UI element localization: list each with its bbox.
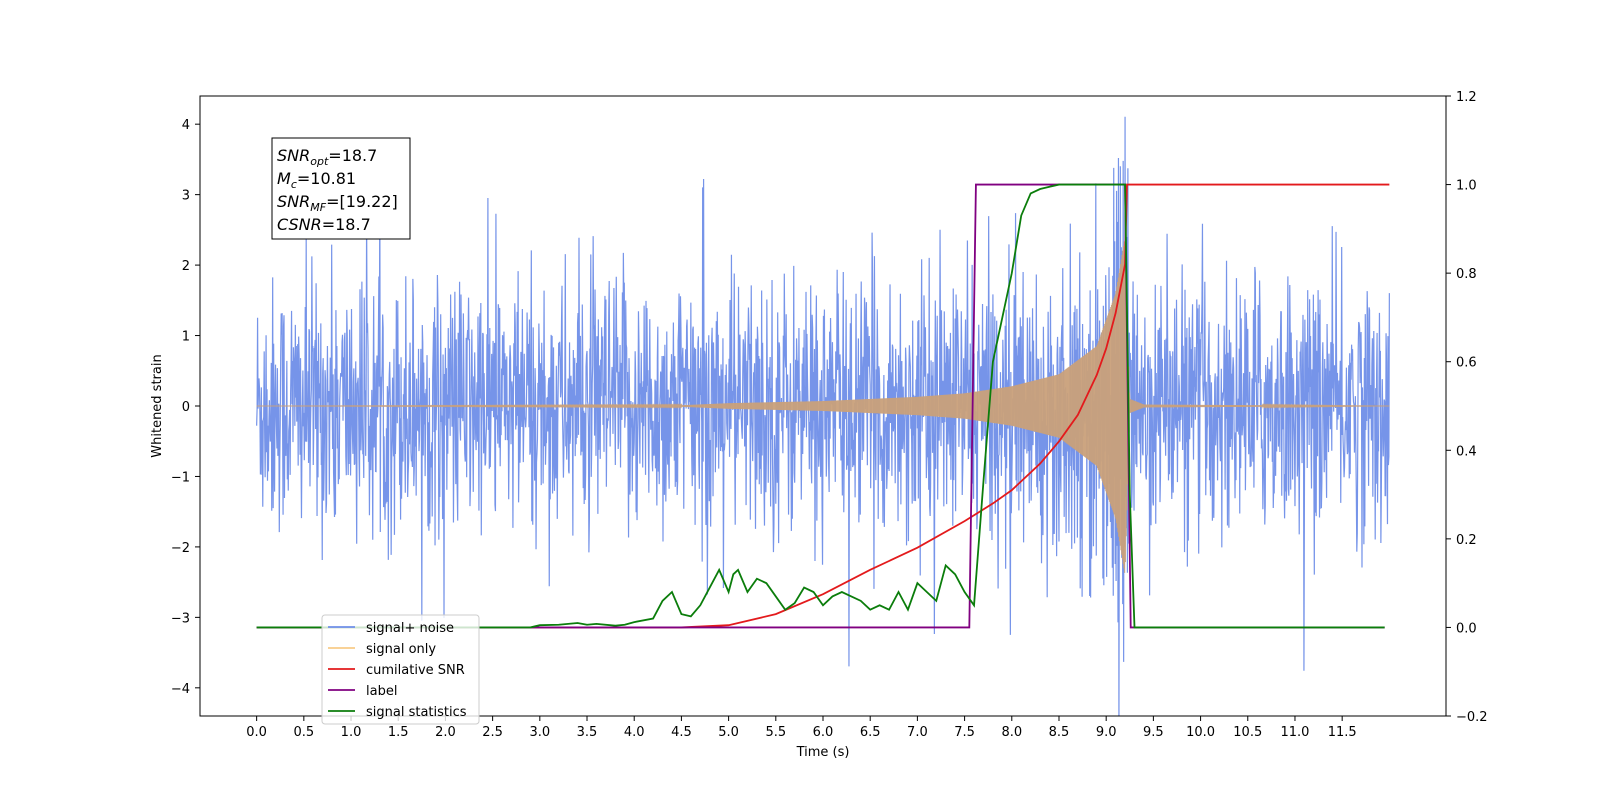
y-left-tick-label: 1 bbox=[182, 330, 190, 345]
x-axis-title: Time (s) bbox=[796, 745, 850, 760]
x-tick-label: 5.5 bbox=[765, 725, 786, 740]
legend-label: cumilative SNR bbox=[366, 663, 465, 678]
x-tick-label: 3.5 bbox=[577, 725, 598, 740]
x-tick-label: 4.5 bbox=[671, 725, 692, 740]
x-tick-label: 11.0 bbox=[1280, 725, 1309, 740]
y-left-tick-label: 4 bbox=[182, 118, 190, 133]
legend-label: signal+ noise bbox=[366, 621, 454, 636]
y-left-tick-label: −4 bbox=[171, 682, 190, 697]
annotation-line: Mc=10.81 bbox=[277, 169, 356, 191]
x-tick-label: 8.0 bbox=[1001, 725, 1022, 740]
series-signal-plus-noise-line bbox=[256, 116, 1390, 716]
y-right-tick-label: 0.8 bbox=[1456, 267, 1477, 282]
x-tick-label: 11.5 bbox=[1328, 725, 1357, 740]
x-tick-label: 9.0 bbox=[1096, 725, 1117, 740]
x-tick-label: 1.5 bbox=[388, 725, 409, 740]
y-right-tick-label: −0.2 bbox=[1456, 710, 1488, 725]
y-right-tick-label: 1.0 bbox=[1456, 179, 1477, 194]
series-cumilative-snr-line bbox=[256, 183, 1390, 629]
y-left-tick-label: 0 bbox=[182, 400, 190, 415]
stats-annotation-box: SNRopt=18.7Mc=10.81SNRMF=[19.22]CSNR=18.… bbox=[271, 137, 411, 240]
y-axis-right: 1.2 1.0 0.8 0.6 0.4 0.2 0.0 −0.2 bbox=[1446, 90, 1488, 725]
y-left-tick-label: 3 bbox=[182, 189, 190, 204]
y-right-tick-label: 0.0 bbox=[1456, 621, 1477, 636]
y-left-tick-label: 2 bbox=[182, 259, 190, 274]
x-tick-label: 8.5 bbox=[1049, 725, 1070, 740]
series-layer bbox=[256, 116, 1390, 716]
x-tick-label: 9.5 bbox=[1143, 725, 1164, 740]
legend: signal+ noise signal only cumilative SNR la… bbox=[321, 614, 480, 725]
x-tick-label: 2.0 bbox=[435, 725, 456, 740]
x-tick-label: 6.5 bbox=[860, 725, 881, 740]
series-signal-statistics-line bbox=[256, 183, 1385, 629]
annotation-line: SNRopt=18.7 bbox=[277, 146, 377, 168]
y-left-tick-label: −3 bbox=[171, 611, 190, 626]
x-tick-label: 1.0 bbox=[341, 725, 362, 740]
series-signal-only-line bbox=[256, 236, 1390, 573]
y-right-tick-label: 1.2 bbox=[1456, 90, 1477, 105]
y-axis-title-left: Whitened strain bbox=[150, 354, 165, 457]
x-tick-label: 4.0 bbox=[624, 725, 645, 740]
legend-label: signal only bbox=[366, 642, 436, 657]
x-tick-label: 0.5 bbox=[293, 725, 314, 740]
x-tick-label: 10.5 bbox=[1233, 725, 1262, 740]
legend-label: label bbox=[366, 684, 397, 699]
x-tick-label: 7.0 bbox=[907, 725, 928, 740]
y-right-tick-label: 0.2 bbox=[1456, 533, 1477, 548]
y-right-tick-label: 0.4 bbox=[1456, 444, 1477, 459]
x-axis: 0.0 0.5 1.0 1.5 2.0 2.5 3.0 3.5 4.0 4.5 5.0 5.5 6.0 6… bbox=[246, 716, 1357, 740]
x-tick-label: 0.0 bbox=[246, 725, 267, 740]
y-left-tick-label: −2 bbox=[171, 541, 190, 556]
annotation-line: SNRMF=[19.22] bbox=[277, 192, 398, 214]
x-tick-label: 10.0 bbox=[1186, 725, 1215, 740]
x-tick-label: 6.0 bbox=[813, 725, 834, 740]
x-tick-label: 3.0 bbox=[529, 725, 550, 740]
y-axis-left: 4 3 2 1 0 −1 −2 −3 −4 bbox=[171, 118, 200, 697]
x-tick-label: 5.0 bbox=[718, 725, 739, 740]
legend-label: signal statistics bbox=[366, 705, 467, 720]
annotation-line: CSNR=18.7 bbox=[277, 215, 371, 234]
y-right-tick-label: 0.6 bbox=[1456, 356, 1477, 371]
x-tick-label: 2.5 bbox=[482, 725, 503, 740]
x-tick-label: 7.5 bbox=[954, 725, 975, 740]
y-left-tick-label: −1 bbox=[171, 470, 190, 485]
